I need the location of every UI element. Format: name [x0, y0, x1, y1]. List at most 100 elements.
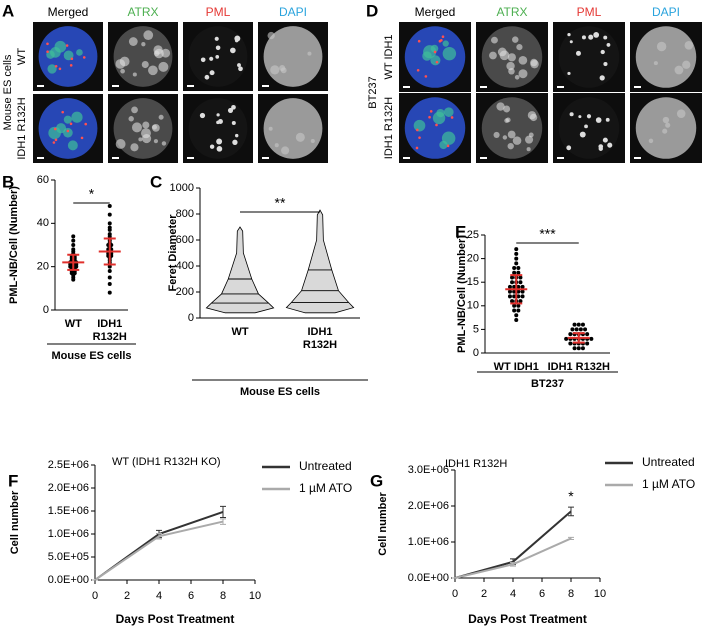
data-point: [518, 299, 523, 304]
group-label: BT237: [531, 378, 564, 390]
y-axis-label: PML-NB/Cell (Number): [8, 186, 20, 304]
signal: [58, 67, 62, 71]
micrograph: [399, 93, 471, 163]
y-tick-label: 2.0E+06: [408, 500, 449, 512]
data-point: [516, 266, 521, 271]
data-point: [514, 313, 519, 318]
significance-label: *: [89, 186, 95, 202]
column-header: ATRX: [496, 5, 527, 19]
x-tick-label: IDH1 R132H: [93, 318, 127, 343]
signal: [218, 119, 223, 124]
data-point: [568, 341, 573, 346]
signal: [512, 136, 522, 145]
signal: [235, 133, 239, 138]
x-tick-label: WT IDH1: [494, 361, 539, 373]
significance-label: *: [568, 488, 574, 504]
x-tick-label: 0: [452, 588, 458, 600]
signal: [417, 39, 421, 43]
signal: [606, 43, 611, 47]
signal: [413, 119, 426, 132]
x-axis-label: Days Post Treatment: [116, 612, 235, 626]
signal: [435, 60, 439, 64]
legend-label: Untreated: [642, 455, 695, 469]
row-label: IDH1 R132H: [16, 97, 28, 159]
signal: [422, 51, 432, 61]
signal: [605, 117, 610, 122]
signal: [128, 116, 134, 122]
nucleus: [263, 98, 323, 159]
signal: [148, 65, 158, 76]
signal: [61, 110, 64, 114]
error-bar: [156, 533, 162, 540]
data-point: [514, 317, 519, 322]
x-tick-label: 10: [594, 588, 606, 600]
signal: [52, 141, 56, 144]
data-point: [580, 346, 585, 351]
x-tick-label: 0: [92, 590, 98, 602]
micrograph: [108, 22, 178, 91]
signal: [70, 57, 74, 61]
data-point: [516, 308, 521, 313]
x-tick-label: 4: [156, 590, 162, 602]
signal: [274, 143, 279, 148]
error-bar: [220, 518, 226, 525]
signal: [504, 118, 510, 124]
signal: [569, 112, 574, 117]
x-tick-label: 2: [481, 588, 487, 600]
group-label: Mouse ES cells: [51, 350, 131, 362]
signal: [503, 105, 511, 113]
micrograph: [630, 22, 702, 92]
data-point: [514, 247, 519, 252]
signal: [442, 46, 457, 61]
column-header: Merged: [415, 5, 456, 19]
signal: [578, 115, 582, 119]
signal: [586, 114, 592, 119]
y-axis-label: Feret Diameter: [167, 214, 179, 292]
micrograph: [258, 94, 328, 163]
signal: [200, 57, 206, 63]
signal: [237, 63, 241, 67]
signal: [131, 106, 138, 114]
signal: [512, 36, 519, 43]
panel-letter: E: [455, 222, 466, 241]
signal: [439, 140, 448, 150]
column-header: Merged: [48, 5, 89, 19]
signal: [47, 64, 57, 74]
legend-label: Untreated: [299, 459, 352, 473]
signal: [662, 128, 668, 134]
x-tick-label: 10: [249, 590, 261, 602]
data-point: [107, 269, 112, 273]
y-tick-label: 0.0E+00: [48, 574, 89, 586]
column-header: PML: [577, 5, 602, 19]
panel-letter: D: [366, 1, 378, 20]
error-bar: [568, 506, 574, 517]
signal: [216, 113, 220, 117]
signal: [518, 69, 528, 79]
data-point: [512, 266, 517, 271]
data-point: [578, 327, 583, 332]
signal: [518, 56, 528, 65]
data-point: [71, 243, 76, 247]
nucleus: [558, 26, 620, 88]
signal: [234, 38, 239, 43]
signal: [424, 75, 428, 78]
signal: [662, 116, 670, 124]
signal: [489, 51, 497, 60]
column-header: ATRX: [127, 5, 158, 19]
signal: [115, 59, 126, 69]
y-tick-label: 15: [467, 276, 479, 288]
y-axis-label: PML-NB/Cell (Number): [456, 235, 468, 353]
group-label: Mouse ES cells: [240, 386, 320, 398]
data-point: [574, 327, 579, 332]
signal: [130, 143, 139, 152]
data-point: [512, 308, 517, 313]
data-point: [516, 284, 521, 289]
signal: [602, 137, 608, 143]
data-point: [512, 289, 517, 294]
signal: [230, 47, 236, 54]
y-tick-label: 0.0E+00: [408, 572, 449, 584]
y-tick-label: 10: [467, 300, 479, 312]
x-tick-label: 6: [539, 588, 545, 600]
signal: [526, 147, 531, 152]
signal: [496, 102, 505, 111]
